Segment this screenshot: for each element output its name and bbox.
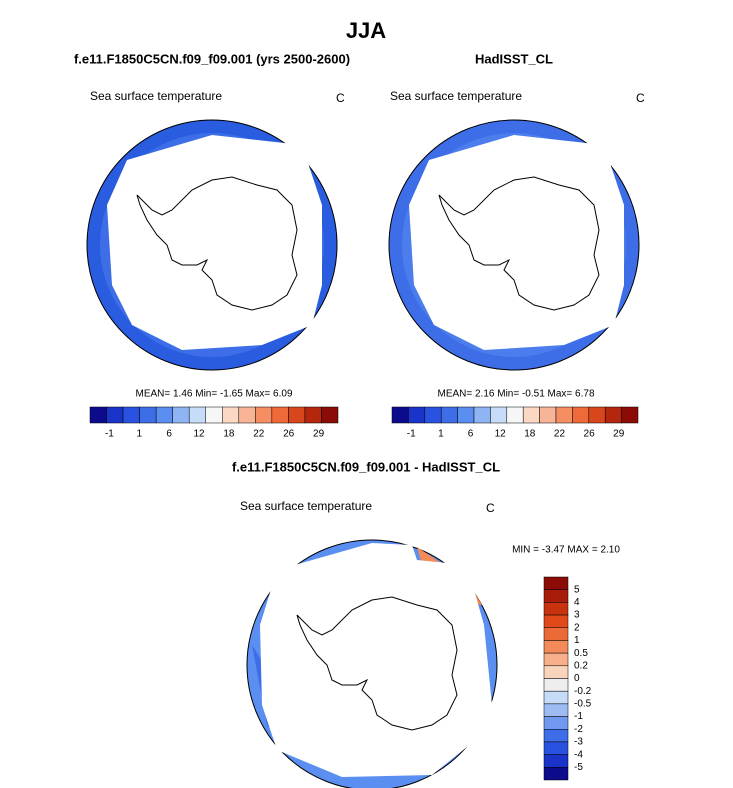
colorbar-swatch bbox=[506, 406, 524, 424]
colorbar-label: 18 bbox=[524, 429, 536, 440]
colorbar-label: -3 bbox=[574, 737, 583, 748]
colorbar-label: -0.5 bbox=[574, 699, 592, 710]
colorbar-swatch bbox=[543, 690, 569, 705]
panel-label: Sea surface temperature bbox=[90, 89, 222, 103]
colorbar-swatch bbox=[555, 406, 573, 424]
colorbar: -1 1 6 12 18 22 26 29 bbox=[391, 406, 639, 440]
colorbar-swatch bbox=[271, 406, 289, 424]
colorbar-swatch bbox=[139, 406, 157, 424]
colorbar-swatch bbox=[543, 678, 569, 692]
colorbar-swatch bbox=[543, 729, 569, 743]
colorbar-swatch bbox=[543, 767, 569, 781]
colorbar-label: -5 bbox=[574, 762, 583, 773]
colorbar-swatch bbox=[543, 703, 569, 717]
stats: MIN = -3.47 MAX = 2.10 bbox=[512, 545, 620, 556]
colorbar-swatch bbox=[222, 406, 240, 424]
colorbar-swatch bbox=[155, 406, 173, 424]
colorbar-label: -1 bbox=[105, 429, 114, 440]
colorbar-label: 12 bbox=[495, 429, 507, 440]
colorbar-label: 3 bbox=[574, 610, 580, 621]
colorbar-swatch bbox=[408, 406, 426, 424]
colorbar-label: 0.2 bbox=[574, 660, 588, 671]
colorbar-swatch bbox=[543, 576, 569, 590]
colorbar-swatch bbox=[621, 406, 639, 424]
colorbar-swatch bbox=[424, 406, 442, 424]
colorbar: 5 4 32 1 0.50.2 0 -0.2 -0.5-1 -2 -3-4 -5 bbox=[543, 576, 592, 781]
panel-unit: C bbox=[636, 91, 645, 105]
colorbar-label: 29 bbox=[313, 429, 325, 440]
panel-unit: C bbox=[486, 501, 495, 515]
colorbar-swatch bbox=[588, 406, 606, 424]
colorbar-swatch bbox=[304, 406, 322, 424]
colorbar-label: 6 bbox=[468, 429, 474, 440]
colorbar-label: -1 bbox=[574, 711, 583, 722]
colorbar-swatch bbox=[106, 406, 124, 424]
colorbar-label: 0 bbox=[574, 673, 580, 684]
colorbar-label: 18 bbox=[223, 429, 235, 440]
colorbar-label: 4 bbox=[574, 597, 580, 608]
colorbar-label: 29 bbox=[613, 429, 625, 440]
colorbar-swatch bbox=[122, 406, 140, 424]
colorbar-swatch bbox=[543, 652, 569, 667]
colorbar-swatch bbox=[543, 640, 569, 654]
colorbar-swatch bbox=[543, 754, 569, 768]
panel-label: Sea surface temperature bbox=[390, 89, 522, 103]
colorbar-swatch bbox=[539, 406, 557, 424]
colorbar-swatch bbox=[288, 406, 306, 424]
colorbar-swatch bbox=[255, 406, 273, 424]
polar-map bbox=[388, 119, 640, 371]
colorbar-label: -0.2 bbox=[574, 686, 592, 697]
colorbar-swatch bbox=[522, 406, 540, 424]
colorbar-swatch bbox=[172, 406, 190, 424]
colorbar: -1 1 6 12 18 22 26 29 bbox=[89, 406, 339, 440]
colorbar-label: 12 bbox=[193, 429, 205, 440]
colorbar-label: 22 bbox=[554, 429, 566, 440]
panel-label: Sea surface temperature bbox=[240, 499, 372, 513]
colorbar-label: -1 bbox=[407, 429, 416, 440]
stats: MEAN= 2.16 Min= -0.51 Max= 6.78 bbox=[437, 389, 594, 400]
figure-title: JJA bbox=[346, 18, 386, 43]
colorbar-swatch bbox=[543, 716, 569, 730]
colorbar-swatch bbox=[543, 614, 569, 628]
colorbar-label: 1 bbox=[137, 429, 143, 440]
panel-title: f.e11.F1850C5CN.f09_f09.001 - HadISST_CL bbox=[232, 459, 500, 474]
colorbar-swatch bbox=[238, 406, 256, 424]
colorbar-swatch bbox=[543, 602, 569, 616]
colorbar-swatch bbox=[89, 406, 107, 424]
colorbar-swatch bbox=[543, 665, 569, 679]
colorbar-swatch bbox=[440, 406, 458, 424]
panel-title: f.e11.F1850C5CN.f09_f09.001 (yrs 2500-26… bbox=[74, 51, 350, 66]
colorbar-label: 26 bbox=[584, 429, 596, 440]
colorbar-label: 0.5 bbox=[574, 648, 588, 659]
colorbar-swatch bbox=[205, 406, 223, 424]
panel-title: HadISST_CL bbox=[475, 51, 553, 66]
stats: MEAN= 1.46 Min= -1.65 Max= 6.09 bbox=[135, 389, 292, 400]
colorbar-label: -4 bbox=[574, 749, 583, 760]
colorbar-swatch bbox=[391, 406, 409, 424]
colorbar-label: 1 bbox=[574, 635, 580, 646]
panel-unit: C bbox=[336, 91, 345, 105]
colorbar-swatch bbox=[543, 741, 569, 755]
colorbar-label: 6 bbox=[166, 429, 172, 440]
colorbar-label: 1 bbox=[438, 429, 444, 440]
colorbar-swatch bbox=[188, 406, 206, 424]
colorbar-label: -2 bbox=[574, 724, 583, 735]
colorbar-label: 2 bbox=[574, 622, 580, 633]
polar-map bbox=[246, 539, 498, 788]
polar-map bbox=[86, 119, 338, 371]
colorbar-label: 22 bbox=[253, 429, 265, 440]
colorbar-swatch bbox=[457, 406, 475, 424]
colorbar-swatch bbox=[490, 406, 508, 424]
colorbar-swatch bbox=[473, 406, 491, 424]
colorbar-swatch bbox=[572, 406, 590, 424]
colorbar-swatch bbox=[543, 627, 569, 641]
colorbar-label: 26 bbox=[283, 429, 295, 440]
colorbar-swatch bbox=[321, 406, 339, 424]
colorbar-label: 5 bbox=[574, 584, 580, 595]
colorbar-swatch bbox=[543, 589, 569, 603]
colorbar-swatch bbox=[604, 406, 622, 424]
